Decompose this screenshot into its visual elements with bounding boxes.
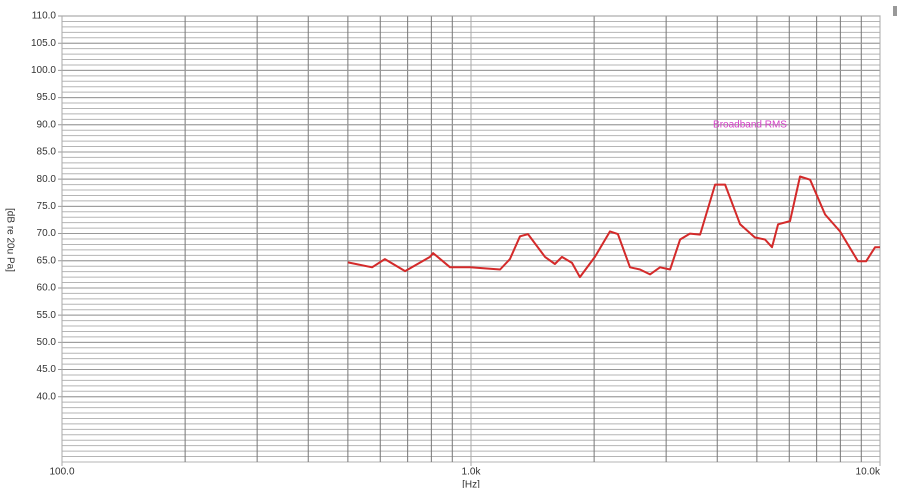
x-tick-label: 100.0 [49, 467, 74, 478]
x-tick-label: 10.0k [856, 467, 881, 478]
y-tick-label: 75.0 [37, 201, 57, 212]
y-tick-label: 60.0 [37, 283, 57, 294]
y-tick-label: 85.0 [37, 147, 57, 158]
y-tick-label: 95.0 [37, 92, 57, 103]
y-tick-label: 55.0 [37, 310, 57, 321]
y-tick-label: 70.0 [37, 228, 57, 239]
y-tick-label: 105.0 [31, 38, 56, 49]
x-tick-label: 1.0k [462, 467, 482, 478]
annotation: Broadband RMS [713, 120, 787, 131]
x-axis-label: [Hz] [462, 480, 480, 488]
data-line [347, 175, 880, 279]
y-tick-label: 100.0 [31, 65, 56, 76]
y-tick-label: 40.0 [37, 391, 57, 402]
y-tick-label: 90.0 [37, 119, 57, 130]
menu-icon[interactable] [893, 6, 897, 16]
y-tick-label: 110.0 [32, 11, 57, 22]
y-tick-label: 65.0 [37, 255, 57, 266]
y-axis-label: [dB re 20u Pa] [4, 208, 15, 272]
grid [58, 15, 881, 466]
y-tick-label: 45.0 [37, 364, 57, 375]
y-tick-label: 50.0 [37, 337, 57, 348]
y-tick-label: 80.0 [37, 174, 57, 185]
